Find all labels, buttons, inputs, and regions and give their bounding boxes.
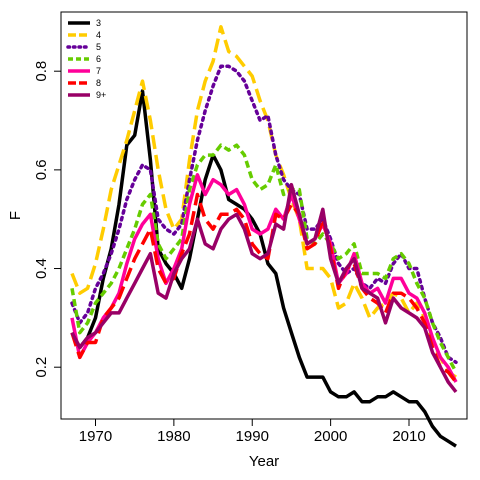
series-line-7 (70, 182, 458, 393)
legend-label: 5 (96, 42, 101, 52)
x-tick-label: 1970 (79, 428, 112, 445)
legend-label: 4 (96, 30, 101, 40)
y-tick-label: 0.2 (33, 357, 50, 378)
series-line-3 (70, 64, 458, 365)
y-axis: 0.2 0.4 0.6 0.8 (33, 61, 62, 378)
y-axis-label: F (7, 211, 24, 220)
x-axis: 1970 1980 1990 2000 2010 (79, 418, 426, 445)
x-tick-label: 1980 (157, 428, 190, 445)
x-tick-label: 2010 (392, 428, 425, 445)
y-tick-label: 0.4 (33, 258, 50, 279)
legend-label: 8 (96, 78, 101, 88)
series-line-6 (70, 192, 458, 384)
x-tick-label: 1990 (236, 428, 269, 445)
series-line-1 (70, 89, 457, 448)
y-tick-label: 0.6 (33, 159, 50, 180)
x-tick-label: 2000 (314, 428, 347, 445)
legend-label: 7 (96, 66, 101, 76)
x-axis-label: Year (249, 453, 279, 470)
legend: 3 4 5 6 7 8 9+ (66, 18, 106, 100)
series-line-5 (70, 173, 458, 383)
series-line-4 (70, 143, 458, 373)
legend-label: 3 (96, 18, 101, 28)
legend-label: 6 (96, 54, 101, 64)
y-tick-label: 0.8 (33, 61, 50, 82)
legend-label: 9+ (96, 90, 106, 100)
series-line-2 (70, 25, 457, 379)
series-layer (70, 25, 458, 448)
